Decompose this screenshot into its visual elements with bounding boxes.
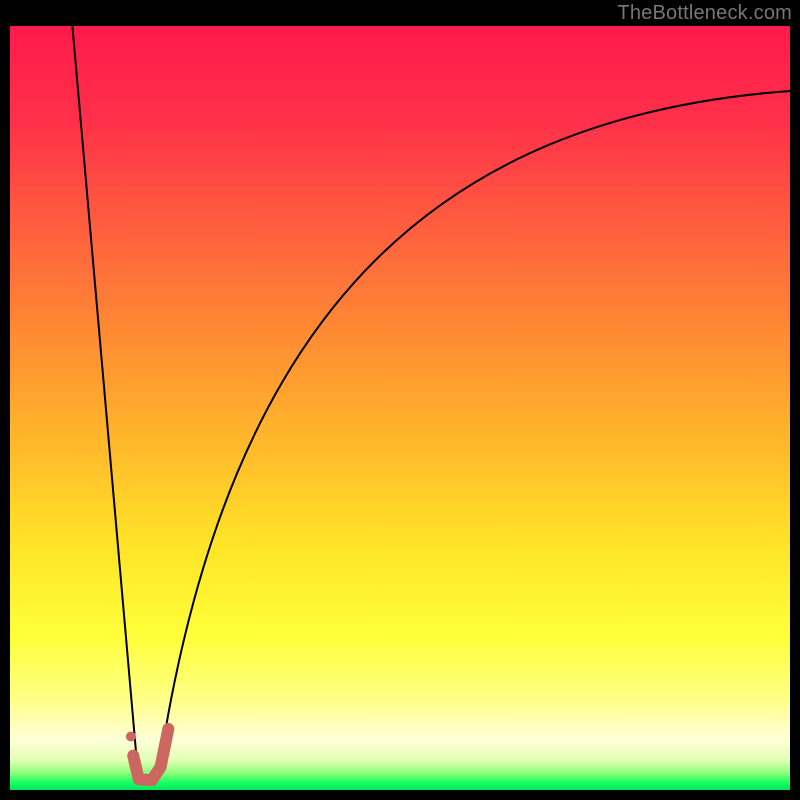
watermark-text: TheBottleneck.com [617, 2, 792, 25]
figure-container: TheBottleneck.com [0, 0, 800, 800]
bottleneck-chart [0, 0, 800, 800]
marker-dot [126, 732, 136, 742]
plot-background [10, 26, 790, 790]
